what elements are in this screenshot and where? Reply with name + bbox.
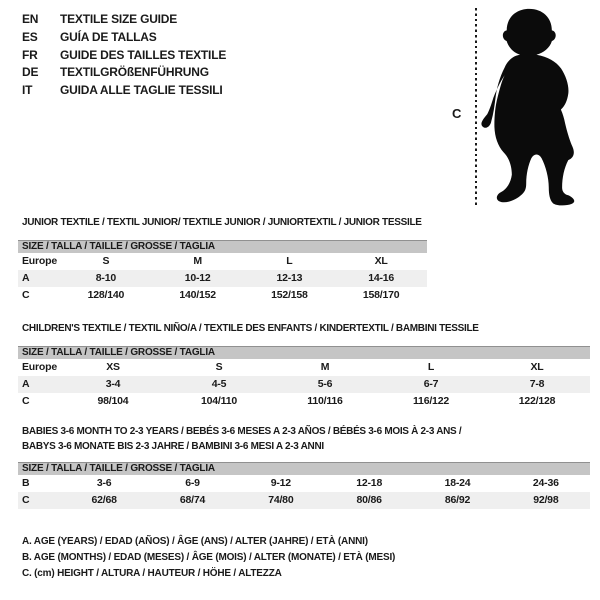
size-cell: S: [102, 255, 110, 267]
language-row: IT GUIDA ALLE TAGLIE TESSILI: [22, 82, 226, 100]
row-label: C: [22, 494, 30, 506]
size-cell: 158/170: [362, 289, 400, 301]
size-cell: 92/98: [533, 494, 559, 506]
size-cell: 140/152: [179, 289, 216, 301]
row-label: Europe: [22, 361, 57, 373]
size-cell: M: [193, 255, 202, 267]
table-row: Europe S M L XL: [18, 253, 427, 270]
table-row: Europe XS S M L XL: [18, 359, 590, 376]
language-code: ES: [22, 29, 38, 44]
size-cell: XL: [530, 361, 544, 373]
size-cell: 80/86: [356, 494, 382, 506]
language-row: FR GUIDE DES TAILLES TEXTILE: [22, 47, 226, 65]
language-guide-title: TEXTILE SIZE GUIDE: [60, 12, 178, 26]
size-header-band: SIZE / TALLA / TAILLE / GRÖSSE / TAGLIA: [18, 346, 590, 359]
language-guide-title: GUIDA ALLE TAGLIE TESSILI: [60, 83, 223, 98]
section-title-line: BABYS 3-6 MONATE BIS 2-3 JAHRE / BAMBINI…: [22, 441, 324, 452]
language-code: FR: [22, 47, 38, 62]
size-cell: 6-9: [185, 477, 200, 489]
language-row: DE TEXTILGRÖßENFÜHRUNG: [22, 64, 226, 82]
table-row: C 62/68 68/74 74/80 80/86 86/92 92/98: [18, 492, 590, 509]
baby-silhouette-icon: [481, 8, 575, 206]
size-table: B 3-6 6-9 9-12 12-18 18-24 24-36 C 62/68 68/74 74/…: [18, 475, 590, 509]
language-row: EN TEXTILE SIZE GUIDE: [22, 11, 226, 29]
size-cell: 116/122: [413, 395, 449, 407]
section-childrens-textile: CHILDREN'S TEXTILE / TEXTIL NIÑO/A / TEX…: [18, 322, 590, 410]
size-cell: 4-5: [211, 378, 227, 390]
section-title-line: BABIES 3-6 MONTH TO 2-3 YEARS / BEBÉS 3-…: [22, 426, 462, 437]
size-cell: 12-13: [276, 272, 303, 284]
size-cell: 3-6: [96, 477, 112, 489]
section-title: BABIES 3-6 MONTH TO 2-3 YEARS / BEBÉS 3-…: [22, 424, 590, 462]
size-cell: 18-24: [444, 477, 471, 489]
size-cell: 68/74: [179, 494, 206, 506]
row-label: B: [22, 477, 30, 489]
height-measure-dotted-line: [475, 8, 477, 205]
height-measure-label: C: [452, 106, 462, 121]
size-cell: 74/80: [268, 494, 294, 506]
size-cell: 122/128: [518, 395, 556, 407]
size-cell: 62/68: [91, 494, 117, 506]
row-label: C: [22, 395, 30, 407]
language-guide-title: GUÍA DE TALLAS: [60, 29, 157, 44]
language-guide-title: TEXTILGRÖßENFÜHRUNG: [60, 65, 209, 80]
size-header-band: SIZE / TALLA / TAILLE / GRÖSSE / TAGLIA: [18, 240, 427, 253]
section-title: CHILDREN'S TEXTILE / TEXTIL NIÑO/A / TEX…: [22, 322, 590, 346]
row-label: C: [22, 289, 30, 301]
language-code: IT: [22, 83, 33, 98]
row-label: Europe: [22, 255, 57, 267]
row-label: A: [22, 378, 30, 390]
section-title: JUNIOR TEXTILE / TEXTIL JUNIOR/ TEXTILE …: [22, 216, 427, 240]
size-table: Europe S M L XL A 8-10 10-12 12-13 14-16 C 128/140 1…: [18, 253, 427, 304]
size-cell: 110/116: [307, 395, 343, 407]
size-cell: L: [427, 361, 435, 373]
table-row: C 98/104 104/110 110/116 116/122 122/128: [18, 393, 590, 410]
language-code: EN: [22, 12, 39, 26]
size-cell: 152/158: [271, 289, 308, 301]
table-row: A 3-4 4-5 5-6 6-7 7-8: [18, 376, 590, 393]
size-cell: M: [320, 361, 330, 373]
size-cell: 3-4: [105, 378, 121, 390]
table-row: C 128/140 140/152 152/158 158/170: [18, 287, 427, 304]
size-cell: 8-10: [95, 272, 116, 284]
language-row: ES GUÍA DE TALLAS: [22, 29, 226, 47]
legend-note-c: C. (cm) HEIGHT / ALTURA / HAUTEUR / HÖHE…: [22, 568, 282, 579]
size-cell: 7-8: [529, 378, 545, 390]
section-title-line: CHILDREN'S TEXTILE / TEXTIL NIÑO/A / TEX…: [22, 323, 479, 334]
table-row: B 3-6 6-9 9-12 12-18 18-24 24-36: [18, 475, 590, 492]
size-cell: 128/140: [87, 289, 125, 301]
language-guide-title: GUIDE DES TAILLES TEXTILE: [60, 47, 227, 62]
size-cell: 14-16: [368, 272, 395, 284]
size-cell: S: [215, 361, 223, 373]
size-cell: 5-6: [317, 378, 333, 390]
legend-note-b: B. AGE (MONTHS) / EDAD (MESES) / ÂGE (MO…: [22, 552, 396, 563]
size-cell: 10-12: [184, 272, 211, 284]
size-cell: 9-12: [270, 477, 291, 489]
table-row: A 8-10 10-12 12-13 14-16: [18, 270, 427, 287]
section-babies-textile: BABIES 3-6 MONTH TO 2-3 YEARS / BEBÉS 3-…: [18, 424, 590, 509]
size-header-band: SIZE / TALLA / TAILLE / GRÖSSE / TAGLIA: [18, 462, 590, 475]
language-title-list: EN TEXTILE SIZE GUIDE ES GUÍA DE TALLAS FR GU…: [22, 11, 226, 100]
legend-note-a: A. AGE (YEARS) / EDAD (AÑOS) / ÂGE (ANS)…: [22, 536, 368, 547]
row-label: A: [22, 272, 30, 284]
size-cell: 12-18: [356, 477, 383, 489]
size-cell: XL: [374, 255, 388, 267]
size-cell: XS: [106, 361, 120, 373]
size-cell: 24-36: [532, 477, 559, 489]
legend-notes: A. AGE (YEARS) / EDAD (AÑOS) / ÂGE (ANS)…: [22, 534, 395, 582]
size-cell: 98/104: [97, 395, 129, 407]
size-cell: 104/110: [201, 395, 237, 407]
size-cell: 6-7: [423, 378, 439, 390]
section-junior-textile: JUNIOR TEXTILE / TEXTIL JUNIOR/ TEXTILE …: [18, 216, 427, 304]
size-table: Europe XS S M L XL A 3-4 4-5 5-6 6-7 7-8 C 98/104 104/…: [18, 359, 590, 410]
size-cell: 86/92: [444, 494, 471, 506]
language-code: DE: [22, 65, 39, 80]
size-cell: L: [286, 255, 293, 267]
section-title-line: JUNIOR TEXTILE / TEXTIL JUNIOR/ TEXTILE …: [22, 217, 422, 228]
